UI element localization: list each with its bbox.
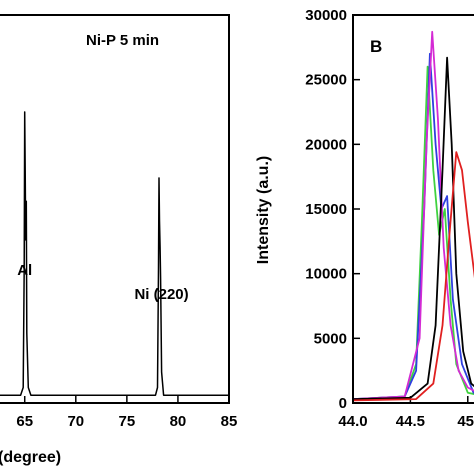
panel-label-b: B: [370, 37, 382, 56]
xrd-pattern-line: [0, 111, 229, 396]
x-tick-label-a: 80: [170, 413, 187, 430]
x-tick-label-b: 44.5: [396, 413, 425, 430]
x-tick-label-a: 65: [16, 413, 33, 430]
x-tick-label-a: 75: [119, 413, 136, 430]
y-tick-label-b: 30000: [305, 7, 347, 24]
x-tick-label-a: 85: [221, 413, 238, 430]
y-tick-label-b: 20000: [305, 136, 347, 153]
chart-panel-a: 65 70 75 80 85 Ni-P 5 min Al Ni (220) (degre…: [0, 14, 238, 466]
y-tick-label-b: 25000: [305, 72, 347, 89]
y-tick-label-b: 5000: [314, 330, 347, 347]
series-line-1: [352, 65, 474, 400]
y-tick-label-b: 0: [339, 395, 347, 412]
y-axis-title-b: Intensity (a.u.): [255, 156, 272, 264]
y-tick-label-b: 10000: [305, 266, 347, 283]
chart-panel-b: 0 5000 10000 15000 20000 25000 30000 44.0 44.5 45…: [255, 7, 474, 430]
x-tick-label-a: 70: [67, 413, 84, 430]
x-tick-label-b: 45.: [457, 413, 474, 430]
peak-label-ni-220: Ni (220): [134, 286, 188, 303]
series-line-5: [352, 151, 474, 402]
x-tick-label-b: 44.0: [338, 413, 367, 430]
series-line-2: [352, 52, 474, 400]
peak-label-al: Al: [17, 262, 32, 279]
sample-annotation: Ni-P 5 min: [86, 32, 159, 49]
series-line-3: [352, 30, 474, 400]
plot-frame-a: [0, 14, 230, 404]
x-axis-title-a: (degree): [0, 449, 61, 466]
y-tick-label-b: 15000: [305, 201, 347, 218]
plot-frame-b: [352, 14, 474, 404]
series-line-4: [352, 56, 474, 400]
